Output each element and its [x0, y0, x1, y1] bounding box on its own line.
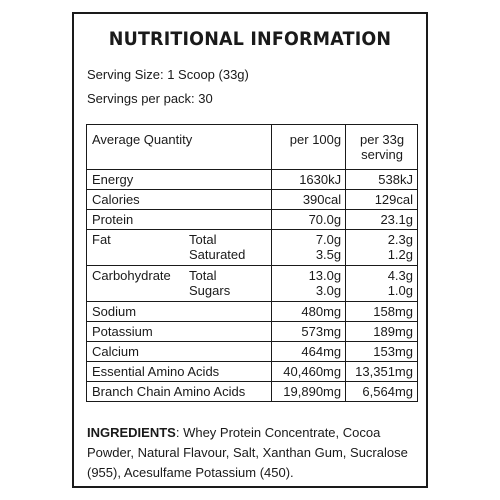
row-per100: 7.0g 3.5g [271, 229, 347, 266]
row-serving: 23.1g [345, 209, 418, 230]
table-row: Potassium 573mg 189mg [85, 321, 418, 342]
header-per-serving-line2: serving [361, 147, 404, 162]
nutrition-table: Average Quantity per 100g per 33g servin… [85, 124, 418, 402]
table-row: Calories 390cal 129cal [85, 189, 418, 210]
row-serving: 153mg [345, 341, 418, 362]
row-serving: 6,564mg [345, 381, 418, 402]
row-name: Carbohydrate [92, 268, 171, 283]
row-label: Essential Amino Acids [85, 361, 273, 382]
row-label: Sodium [85, 301, 273, 322]
row-per100-value: 3.5g [315, 247, 342, 262]
row-per100-value: 13.0g [308, 268, 342, 283]
row-serving-value: 1.0g [387, 283, 413, 298]
table-row: Energy 1630kJ 538kJ [85, 169, 418, 190]
panel-title: NUTRITIONAL INFORMATION [108, 28, 392, 50]
row-label: Fat Total Saturated [85, 229, 273, 266]
table-row: Calcium 464mg 153mg [85, 341, 418, 362]
row-sub-label: Total [189, 268, 217, 283]
row-serving-value: 2.3g [387, 232, 413, 247]
header-per-serving-line1: per 33g [360, 132, 405, 147]
ingredients-block: INGREDIENTS: Whey Protein Concentrate, C… [87, 423, 417, 483]
row-per100: 480mg [271, 301, 347, 322]
row-label: Energy [85, 169, 273, 190]
row-label: Potassium [85, 321, 273, 342]
table-row: Sodium 480mg 158mg [85, 301, 418, 322]
row-sub-label: Total [189, 232, 217, 247]
row-per100: 390cal [271, 189, 347, 210]
table-row: Fat Total Saturated 7.0g 3.5g 2.3g 1.2g [85, 229, 418, 266]
row-label: Calcium [85, 341, 273, 362]
table-row: Carbohydrate Total Sugars 13.0g 3.0g 4.3… [85, 265, 418, 302]
header-average-quantity: Average Quantity [85, 124, 273, 170]
row-serving: 2.3g 1.2g [345, 229, 418, 266]
row-serving-value: 1.2g [387, 247, 413, 262]
row-serving: 158mg [345, 301, 418, 322]
row-per100: 40,460mg [271, 361, 347, 382]
row-per100: 1630kJ [271, 169, 347, 190]
row-serving: 129cal [345, 189, 418, 210]
header-per-100g: per 100g [271, 124, 347, 170]
row-label: Branch Chain Amino Acids [85, 381, 273, 402]
servings-per-pack: Servings per pack: 30 [87, 91, 213, 106]
nutrition-panel: NUTRITIONAL INFORMATION Serving Size: 1 … [72, 12, 428, 488]
row-serving: 189mg [345, 321, 418, 342]
row-serving-value: 4.3g [387, 268, 413, 283]
row-label: Calories [85, 189, 273, 210]
row-label: Protein [85, 209, 273, 230]
row-sub-label: Saturated [189, 247, 246, 262]
row-sub-label: Sugars [189, 283, 231, 298]
row-per100-value: 7.0g [315, 232, 342, 247]
row-serving: 4.3g 1.0g [345, 265, 418, 302]
row-per100: 19,890mg [271, 381, 347, 402]
row-name: Fat [92, 232, 111, 247]
table-row: Branch Chain Amino Acids 19,890mg 6,564m… [85, 381, 418, 402]
table-row: Essential Amino Acids 40,460mg 13,351mg [85, 361, 418, 382]
row-serving: 538kJ [345, 169, 418, 190]
row-per100: 13.0g 3.0g [271, 265, 347, 302]
row-per100: 70.0g [271, 209, 347, 230]
ingredients-label: INGREDIENTS [87, 425, 176, 440]
table-header-row: Average Quantity per 100g per 33g servin… [85, 124, 418, 170]
serving-size: Serving Size: 1 Scoop (33g) [87, 67, 249, 82]
row-per100: 464mg [271, 341, 347, 362]
ingredients-text: : Whey Protein Concentrate, Cocoa Powder… [87, 425, 408, 480]
row-label: Carbohydrate Total Sugars [85, 265, 273, 302]
row-per100: 573mg [271, 321, 347, 342]
table-row: Protein 70.0g 23.1g [85, 209, 418, 230]
row-per100-value: 3.0g [315, 283, 342, 298]
header-per-serving: per 33g serving [345, 124, 418, 170]
row-serving: 13,351mg [345, 361, 418, 382]
